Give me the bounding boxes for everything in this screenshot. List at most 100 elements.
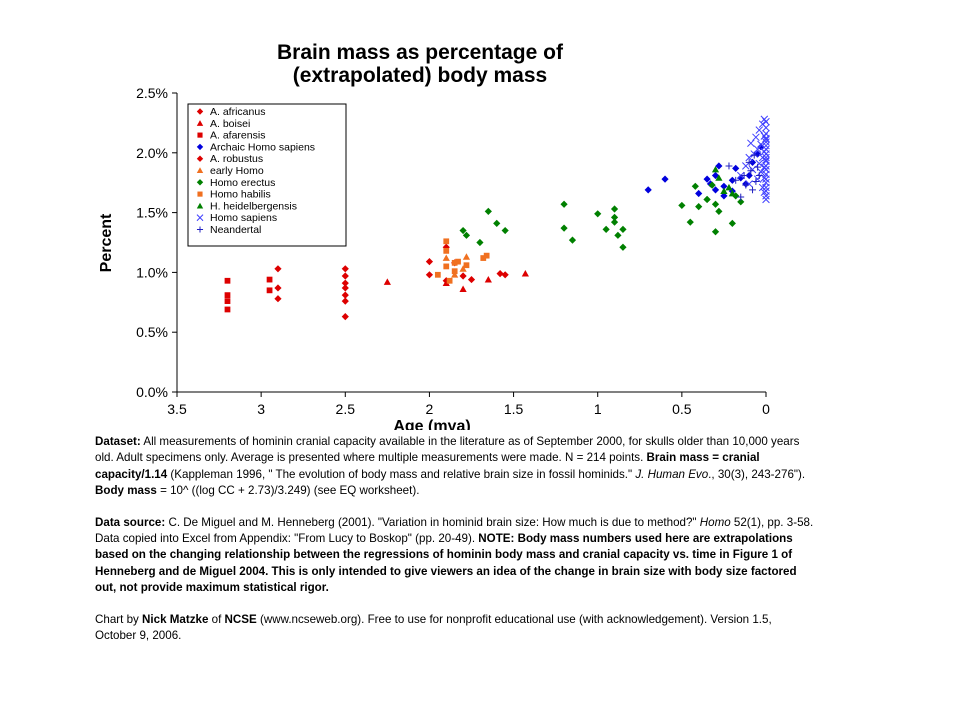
- data-point: [610, 218, 619, 226]
- x-tick-label: 1.5: [504, 401, 524, 417]
- series-6: [459, 181, 745, 251]
- data-point: [752, 178, 760, 185]
- data-point: [459, 285, 467, 293]
- data-point: [711, 165, 720, 173]
- data-point: [755, 159, 764, 168]
- data-point: [443, 238, 450, 245]
- data-point: [715, 207, 723, 216]
- data-point: [762, 153, 770, 162]
- data-point: [594, 210, 602, 218]
- x-tick-label: 1: [594, 401, 602, 417]
- x-tick-label: 2: [426, 401, 434, 417]
- data-point: [341, 265, 349, 273]
- series-0: [274, 265, 349, 321]
- data-point: [224, 292, 231, 299]
- data-point: [484, 207, 492, 216]
- x-tick-label: 3.5: [167, 401, 187, 417]
- note-text: of: [208, 612, 225, 626]
- data-point: [493, 219, 501, 227]
- x-tick-label: 0: [762, 401, 770, 417]
- data-point: [720, 192, 728, 200]
- data-point: [703, 195, 711, 204]
- axes: 0.0% 0.5% 1.0% 1.5% 2.0% 2.5% 3.5 3 2.5 2 1.5 1 0.5 0: [136, 85, 770, 417]
- legend-marker: [196, 226, 204, 233]
- data-point: [760, 147, 769, 156]
- data-point: [443, 247, 450, 254]
- legend-label: A. robustus: [210, 153, 263, 165]
- data-point: [754, 163, 762, 171]
- data-point: [732, 176, 740, 184]
- data-point: [762, 175, 770, 183]
- legend-box: [187, 103, 347, 247]
- data-point: [341, 291, 349, 299]
- series-2: [224, 276, 273, 313]
- note-text: Chart by: [95, 612, 143, 626]
- data-point: [725, 162, 733, 170]
- data-point: [462, 253, 471, 260]
- data-point: [451, 259, 458, 266]
- data-point: [762, 162, 770, 170]
- data-point: [708, 181, 716, 189]
- legend-marker: [196, 202, 204, 209]
- data-point: [762, 195, 770, 204]
- x-tick-label: 3: [257, 401, 265, 417]
- data-point: [762, 123, 770, 132]
- data-point: [451, 268, 458, 275]
- data-point: [737, 174, 745, 182]
- data-point: [619, 225, 627, 233]
- legend-label: Homo habilis: [210, 189, 271, 201]
- note-text: Body mass: [95, 484, 157, 498]
- data-point: [484, 275, 492, 283]
- y-tick-label: 1.5%: [136, 205, 168, 221]
- data-point: [446, 277, 453, 284]
- data-point: [762, 192, 770, 200]
- data-point: [501, 226, 509, 235]
- data-point: [757, 143, 765, 151]
- data-point: [678, 201, 686, 210]
- data-point: [644, 186, 652, 194]
- data-point: [610, 213, 619, 221]
- data-point: [224, 298, 231, 304]
- note-text: ., 30(3), 243-276").: [708, 467, 806, 481]
- data-point: [750, 151, 758, 159]
- data-point: [745, 158, 753, 166]
- data-point: [762, 135, 770, 144]
- data-point: [762, 138, 770, 146]
- legend-marker: [196, 155, 204, 162]
- series-3: [644, 143, 765, 200]
- data-point: [762, 134, 770, 143]
- data-source-note: Data source: C. De Miguel and M. Hennebe…: [95, 515, 815, 597]
- data-point: [462, 231, 471, 239]
- data-point: [753, 145, 762, 153]
- data-point: [224, 277, 231, 284]
- data-point: [224, 306, 231, 313]
- data-point: [483, 252, 490, 259]
- data-point: [725, 183, 733, 191]
- data-point: [480, 255, 487, 261]
- data-point: [274, 265, 282, 273]
- data-point: [341, 272, 349, 280]
- data-point: [476, 238, 484, 247]
- data-point: [762, 141, 770, 150]
- data-marks: [224, 115, 770, 321]
- data-point: [467, 275, 476, 284]
- chart-title-line2: (extrapolated) body mass: [293, 64, 547, 87]
- data-point: [266, 287, 273, 294]
- data-point: [711, 200, 720, 208]
- data-point: [501, 271, 509, 279]
- data-point: [740, 172, 748, 179]
- data-point: [619, 243, 627, 251]
- note-text: Nick Matzke: [142, 612, 209, 626]
- series-5: [442, 253, 471, 278]
- data-point: [383, 278, 391, 285]
- chart-title-line1: Brain mass as percentage of: [277, 41, 564, 64]
- data-point: [341, 284, 349, 292]
- y-tick-label: 0.0%: [136, 384, 168, 400]
- legend-label: Archaic Homo sapiens: [210, 141, 315, 153]
- data-point: [755, 172, 763, 179]
- data-point: [425, 258, 434, 266]
- data-point: [614, 231, 622, 239]
- data-point: [720, 182, 728, 190]
- legend-marker: [196, 108, 204, 115]
